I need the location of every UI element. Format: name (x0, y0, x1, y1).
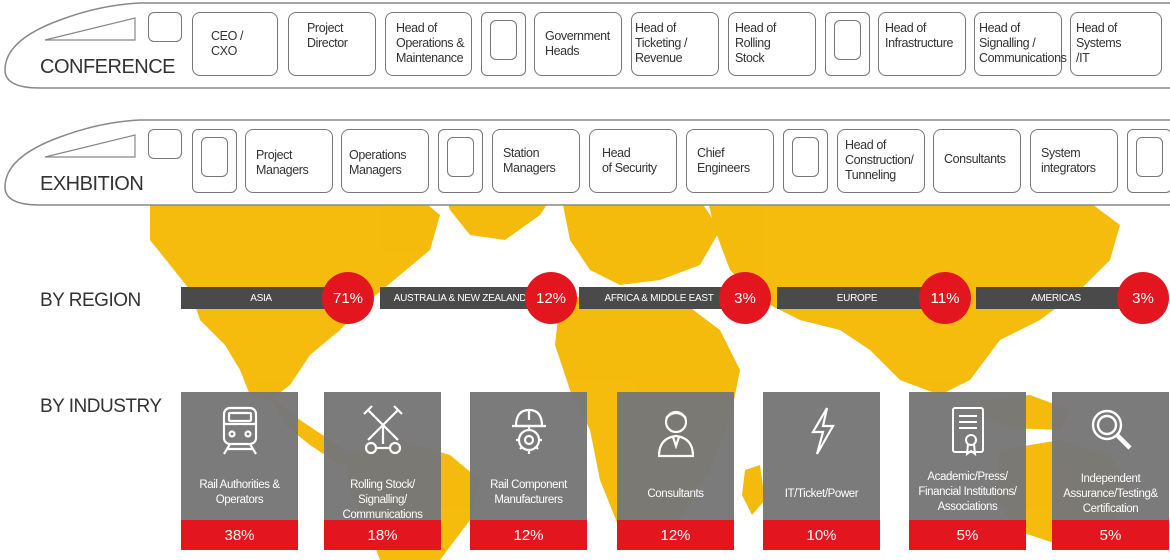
region-bar-asia: ASIA (181, 287, 341, 309)
industry-label: Rail Authorities & Operators (199, 479, 280, 506)
region-pct-americas: 3% (1117, 272, 1169, 324)
exhibition-role: Consultants (933, 129, 1021, 193)
conference-role: Head of Rolling Stock (728, 12, 816, 76)
exhibition-train: EXHBITION Project Managers Operations Ma… (0, 117, 1170, 207)
industry-pct: 38% (181, 520, 298, 550)
train-window-inner (490, 20, 517, 60)
train-icon (181, 404, 298, 458)
industry-card-rail-authorities: Rail Authorities & Operators (181, 392, 298, 522)
industry-card-rolling-stock: Rolling Stock/ Signalling/ Communication… (324, 392, 441, 522)
exhibition-role: Project Managers (245, 129, 333, 193)
exhibition-label: EXHBITION (40, 173, 144, 195)
train-window-inner (792, 137, 819, 177)
region-pct-africa-me: 3% (719, 272, 771, 324)
crossing-signal-icon (324, 404, 441, 458)
conference-train: CONFERENCE CEO / CXO Project Director He… (0, 0, 1170, 90)
conference-label: CONFERENCE (40, 56, 176, 78)
conference-role: CEO / CXO (192, 12, 278, 76)
region-pct-europe: 11% (919, 272, 971, 324)
region-bar-americas: AMERICAS (976, 287, 1136, 309)
train-window-inner (834, 20, 861, 60)
by-industry-label: BY INDUSTRY (40, 396, 162, 417)
industry-pct: 12% (470, 520, 587, 550)
industry-label: Rolling Stock/ Signalling/ Communication… (342, 479, 423, 521)
conference-role: Government Heads (534, 12, 622, 76)
by-region-label: BY REGION (40, 290, 141, 311)
certificate-icon (909, 404, 1026, 458)
train-window-inner (1136, 137, 1163, 177)
exhibition-role: Operations Managers (341, 129, 429, 193)
conference-role: Project Director (288, 12, 376, 76)
industry-label: IT/Ticket/Power (784, 488, 859, 500)
region-bar-europe: EUROPE (777, 287, 937, 309)
industry-label: Consultants (647, 488, 704, 500)
industry-card-consultants: Consultants (617, 392, 734, 522)
industry-label: Rail Component Manufacturers (490, 479, 567, 506)
industry-pct: 5% (909, 520, 1026, 550)
industry-card-academic: Academic/Press/ Financial Institutions/ … (909, 392, 1026, 522)
gear-helmet-icon (470, 404, 587, 458)
region-pct-australia: 12% (525, 272, 577, 324)
exhibition-role: Chief Engineers (686, 129, 774, 193)
train-window (148, 129, 182, 159)
industry-card-it-ticket-power: IT/Ticket/Power (763, 392, 880, 522)
industry-pct: 5% (1052, 520, 1169, 550)
exhibition-role: Head of Security (589, 129, 677, 193)
industry-card-rail-component: Rail Component Manufacturers (470, 392, 587, 522)
industry-pct: 18% (324, 520, 441, 550)
region-bar-africa-me: AFRICA & MIDDLE EAST (579, 287, 739, 309)
lightning-icon (763, 404, 880, 458)
industry-pct: 10% (763, 520, 880, 550)
industry-label: Independent Assurance/Testing& Certifica… (1063, 473, 1158, 515)
consultant-icon (617, 404, 734, 458)
conference-role: Head of Infrastructure (878, 12, 966, 76)
industry-pct: 12% (617, 520, 734, 550)
conference-role: Head of Operations & Maintenance (385, 12, 472, 76)
train-window (148, 12, 182, 42)
exhibition-role: Head of Construction/ Tunneling (837, 129, 925, 193)
conference-role: Head of Signalling / Communications (974, 12, 1067, 76)
conference-role: Head of Systems /IT (1070, 12, 1162, 76)
train-window-inner (447, 137, 474, 177)
industry-card-independent-assurance: Independent Assurance/Testing& Certifica… (1052, 392, 1169, 522)
exhibition-role: System integrators (1030, 129, 1118, 193)
conference-role: Head of Ticketing / Revenue (631, 12, 719, 76)
industry-label: Academic/Press/ Financial Institutions/ … (918, 471, 1017, 513)
magnifier-icon (1052, 404, 1169, 458)
exhibition-role: Station Managers (492, 129, 580, 193)
train-window-inner (201, 137, 228, 177)
region-bar-australia: AUSTRALIA & NEW ZEALAND (380, 287, 540, 309)
region-pct-asia: 71% (322, 272, 374, 324)
